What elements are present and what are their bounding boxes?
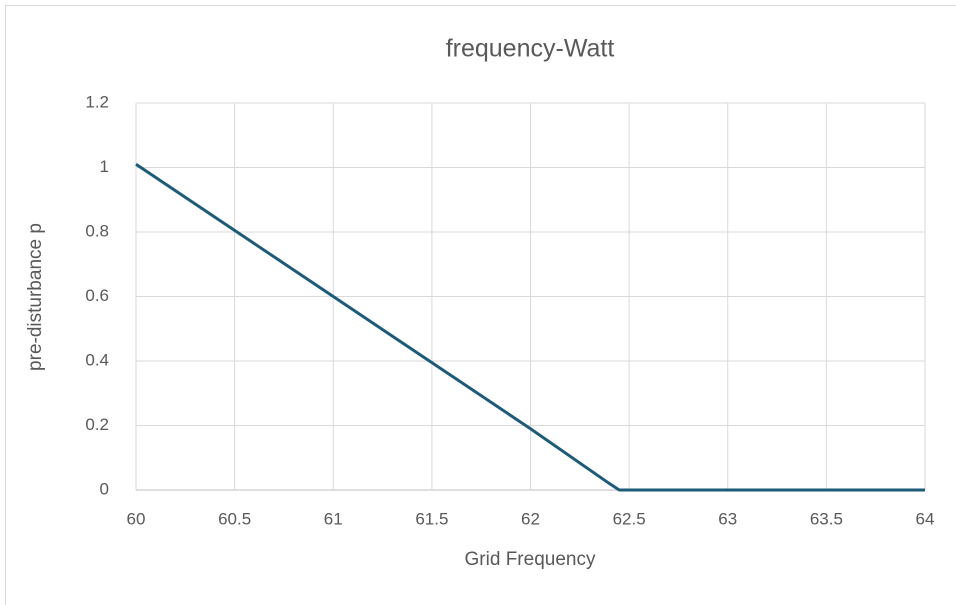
data-line xyxy=(135,163,925,492)
x-tick-label: 61 xyxy=(324,509,343,528)
x-tick-label: 62 xyxy=(521,509,540,528)
y-tick-label: 0 xyxy=(100,479,109,498)
y-tick-label: 0.4 xyxy=(85,350,109,369)
x-tick-label: 63.5 xyxy=(810,509,843,528)
x-tick-label: 62.5 xyxy=(613,509,646,528)
y-tick-label: 0.8 xyxy=(85,221,109,240)
y-tick-label: 1 xyxy=(100,157,109,176)
y-tick-label: 0.6 xyxy=(85,286,109,305)
x-tick-label: 60 xyxy=(127,509,146,528)
y-tick-label: 1.2 xyxy=(85,92,109,111)
x-tick-label: 60.5 xyxy=(218,509,251,528)
x-tick-label: 63 xyxy=(718,509,737,528)
x-axis-label: Grid Frequency xyxy=(465,549,596,570)
chart-title: frequency-Watt xyxy=(446,35,615,63)
x-tick-label: 64 xyxy=(916,509,935,528)
y-tick-label: 0.2 xyxy=(85,415,109,434)
x-tick-label: 61.5 xyxy=(415,509,448,528)
y-axis-label: pre-disturbance p xyxy=(25,223,46,371)
